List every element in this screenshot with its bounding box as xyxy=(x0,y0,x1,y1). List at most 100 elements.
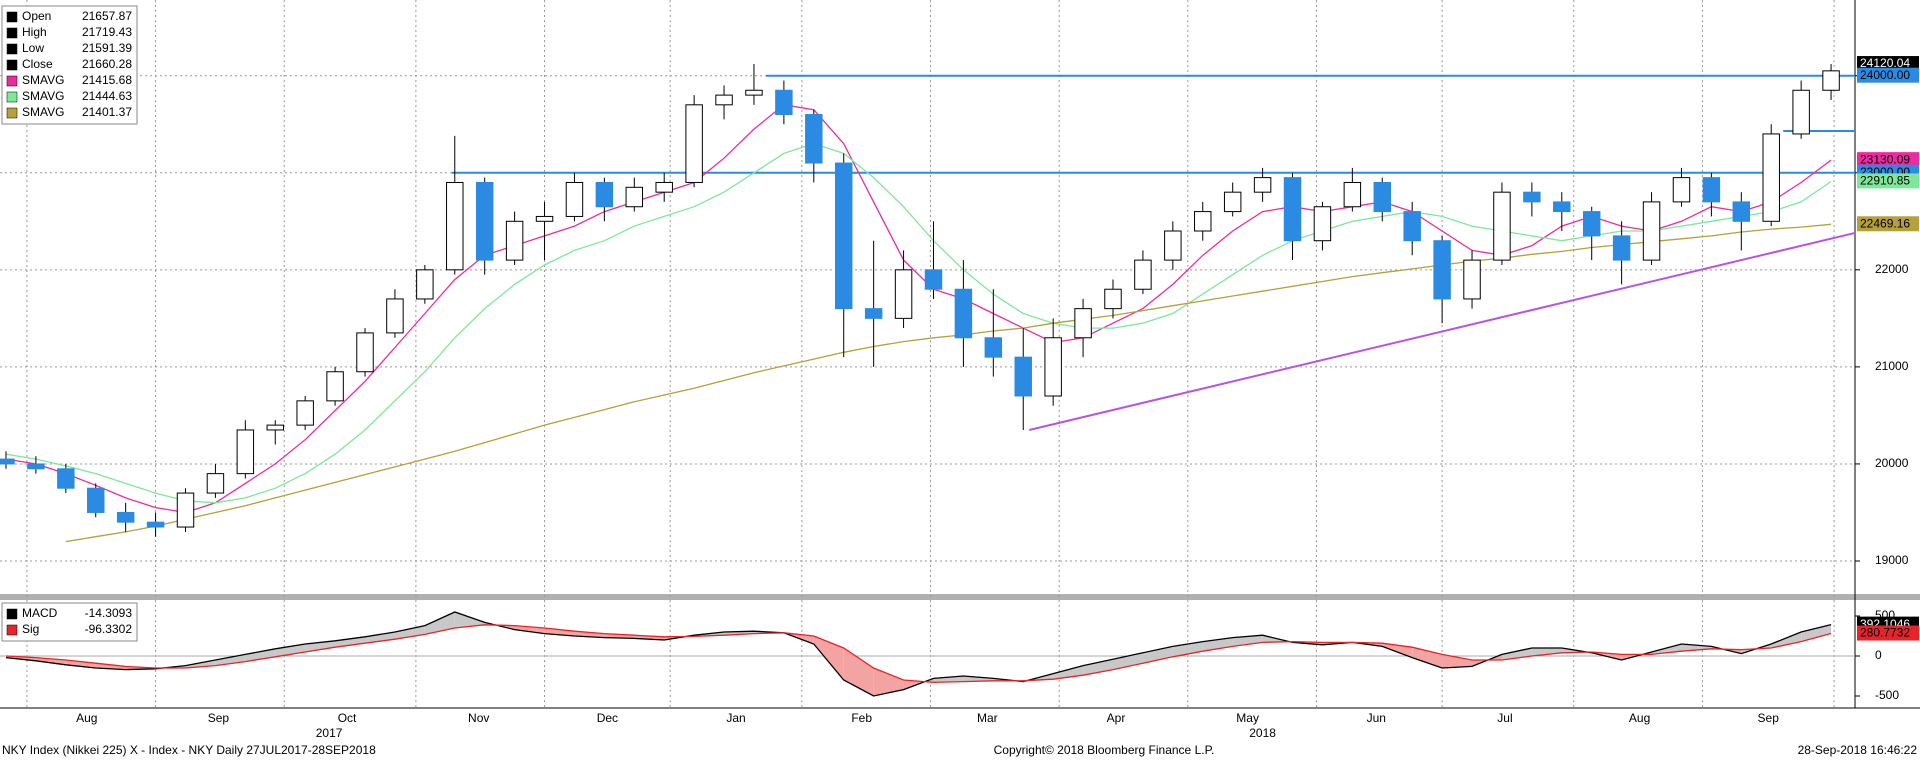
candle-body xyxy=(1283,177,1302,242)
year-label: 2017 xyxy=(316,726,343,740)
x-tick-label: Feb xyxy=(851,711,872,725)
x-tick-label: Jun xyxy=(1367,711,1386,725)
price-label-box xyxy=(1857,56,1919,72)
candle-body xyxy=(1463,259,1481,300)
price-label-box xyxy=(1857,173,1919,189)
candle-body xyxy=(1732,201,1751,222)
x-tick-label: Aug xyxy=(76,711,97,725)
candle-body xyxy=(984,337,1003,358)
x-tick-label: Nov xyxy=(468,711,489,725)
candle-body xyxy=(805,114,823,164)
candle-body xyxy=(535,215,554,222)
y-tick-label: 0 xyxy=(1875,648,1882,662)
candle-body xyxy=(1164,230,1182,261)
candle-body xyxy=(625,186,644,208)
legend-box xyxy=(1,5,138,125)
legend-name: SMAVG xyxy=(22,89,64,103)
candle-body xyxy=(655,181,673,193)
candle-body xyxy=(1134,259,1152,290)
candle-body xyxy=(1582,211,1601,237)
legend-value: 21401.37 xyxy=(82,105,132,119)
candle-body xyxy=(1313,206,1332,242)
candle-body xyxy=(864,308,883,319)
candle-body xyxy=(745,89,763,96)
candle-body xyxy=(1403,211,1421,242)
x-tick-label: Jan xyxy=(726,711,745,725)
macd-fill xyxy=(215,654,246,666)
y-tick-label: 22000 xyxy=(1875,262,1909,276)
legend-swatch xyxy=(6,27,18,39)
macd-fill xyxy=(1113,652,1143,670)
macd-fill xyxy=(365,632,395,644)
y-tick-label: -500 xyxy=(1875,688,1899,702)
price-label: 280.7732 xyxy=(1860,626,1910,640)
candle-body xyxy=(1762,133,1780,222)
price-label: 23130.09 xyxy=(1860,152,1910,166)
legend-value: -14.3093 xyxy=(85,606,133,620)
candle-body xyxy=(296,400,314,426)
candle-body xyxy=(266,424,284,431)
legend-swatch xyxy=(6,11,18,23)
macd-fill xyxy=(1142,646,1173,664)
candle-body xyxy=(1822,70,1840,91)
macd-line xyxy=(5,611,1832,697)
sma-line xyxy=(5,142,1832,504)
candle-body xyxy=(595,181,614,208)
macd-fill xyxy=(35,657,66,665)
candle-body xyxy=(715,94,733,106)
candle-body xyxy=(57,468,75,489)
price-label: 22469.16 xyxy=(1860,216,1910,230)
legend-swatch xyxy=(6,91,18,103)
candle-body xyxy=(1194,211,1212,232)
candle-body xyxy=(1702,177,1721,203)
macd-fill xyxy=(245,648,276,662)
sma-line xyxy=(5,104,1832,514)
macd-fill xyxy=(275,644,306,657)
candle-body xyxy=(475,181,494,261)
candle-body xyxy=(1612,235,1631,261)
macd-fill xyxy=(1771,632,1802,648)
candle-body xyxy=(116,511,135,523)
legend-name: High xyxy=(22,25,47,39)
candle-body xyxy=(1253,177,1272,193)
candle-body xyxy=(236,429,255,475)
candle-body xyxy=(146,521,165,528)
candle-body xyxy=(0,458,15,465)
macd-fill xyxy=(454,612,485,628)
candle-body xyxy=(1014,356,1032,397)
x-tick-label: Mar xyxy=(977,711,998,725)
panel-separator xyxy=(0,594,1920,600)
legend-value: 21444.63 xyxy=(82,89,132,103)
legend-name: Close xyxy=(22,57,53,71)
price-label: 24120.04 xyxy=(1860,56,1910,70)
macd-fill xyxy=(1442,654,1473,668)
candle-body xyxy=(1642,201,1661,261)
macd-fill xyxy=(335,636,366,648)
candle-body xyxy=(1343,181,1362,208)
trend-line xyxy=(1028,231,1856,431)
candle-body xyxy=(87,487,105,513)
x-tick-label: Jul xyxy=(1497,711,1512,725)
legend-name: Sig xyxy=(22,622,39,636)
candle-body xyxy=(1672,177,1691,203)
macd-fill xyxy=(1232,635,1263,647)
candle-body xyxy=(176,492,195,528)
legend-swatch xyxy=(6,59,18,71)
x-tick-label: Dec xyxy=(597,711,618,725)
macd-fill xyxy=(1681,644,1712,652)
legend-name: SMAVG xyxy=(22,105,64,119)
x-tick-label: Sep xyxy=(1758,711,1780,725)
y-tick-label: 20000 xyxy=(1875,456,1909,470)
candle-body xyxy=(1433,240,1451,300)
candle-body xyxy=(27,463,45,470)
candle-body xyxy=(1074,308,1092,339)
candle-body xyxy=(924,269,943,290)
candle-body xyxy=(206,473,225,494)
legend-value: 21415.68 xyxy=(82,73,132,87)
candle-body xyxy=(894,269,913,319)
y-tick-label: 19000 xyxy=(1875,553,1909,567)
macd-fill xyxy=(424,612,455,635)
candle-body xyxy=(954,288,973,339)
